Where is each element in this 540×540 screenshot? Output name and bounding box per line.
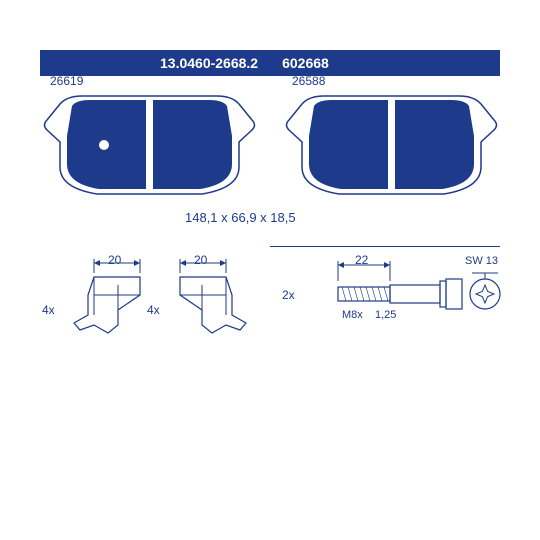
brake-pad-right: 26588 2x — [284, 92, 499, 202]
bolt-wrench: SW 13 — [465, 255, 498, 267]
pad-code-left: 26619 — [50, 74, 83, 88]
brake-pad-left: 26619 2x — [42, 92, 257, 202]
clip-left: 20 4x — [60, 255, 155, 345]
alt-number: 602668 — [282, 55, 329, 71]
bolt-thread: M8x 1,25 — [342, 309, 396, 321]
clip-left-width: 20 — [108, 253, 121, 267]
pad-right-qty: 2x — [414, 142, 426, 154]
clip-right-width: 20 — [194, 253, 207, 267]
bolt-section: 22 SW 13 2x M8x 1,25 — [300, 255, 505, 345]
bolt-qty: 2x — [282, 288, 295, 302]
clip-right-qty: 4x — [147, 303, 160, 317]
divider-line — [270, 246, 500, 247]
pad-code-right: 26588 — [292, 74, 325, 88]
clip-left-svg — [60, 255, 155, 345]
bolt-length: 22 — [355, 253, 368, 267]
bolt-svg — [300, 255, 505, 345]
pad-left-svg — [42, 92, 257, 202]
header-bar: 13.0460-2668.2 602668 — [40, 50, 500, 76]
pad-left-qty: 2x — [172, 142, 184, 154]
clip-right-svg — [165, 255, 260, 345]
pad-dimensions: 148,1 x 66,9 x 18,5 — [185, 210, 296, 225]
clip-right: 20 4x — [165, 255, 260, 345]
clip-left-qty: 4x — [42, 303, 55, 317]
pad-right-svg — [284, 92, 499, 202]
part-number: 13.0460-2668.2 — [160, 55, 258, 71]
diagram-canvas: 13.0460-2668.2 602668 26619 2x 26588 2x … — [0, 0, 540, 540]
